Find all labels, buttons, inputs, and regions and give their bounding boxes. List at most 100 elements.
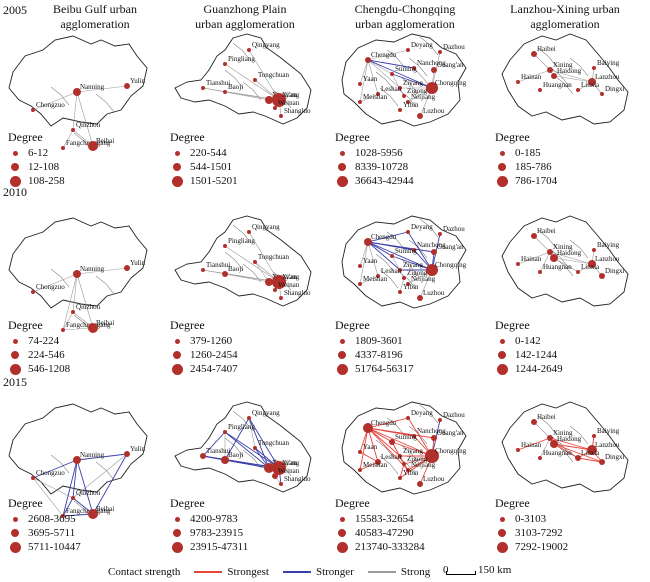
city-label: Suining <box>395 65 417 73</box>
contact-line-strong <box>248 417 256 449</box>
city-label: Shangluo <box>284 107 311 115</box>
city-label: Deyang <box>411 223 433 231</box>
city-node <box>406 100 410 104</box>
city-node <box>417 481 423 487</box>
city-node <box>390 72 394 76</box>
city-node <box>538 270 542 274</box>
region-outline <box>341 33 467 127</box>
degree-legend-row: 6-12 <box>8 146 65 160</box>
admin-boundary <box>232 224 252 244</box>
city-label: Luzhou <box>423 107 445 115</box>
contact-line-strong <box>224 63 280 101</box>
degree-legend-row: 142-1244 <box>495 348 563 362</box>
city-label: Huangnan <box>543 81 572 89</box>
degree-range-label: 23915-47311 <box>190 540 249 553</box>
city-node <box>376 92 380 96</box>
contact-line-strong <box>367 59 393 75</box>
city-label: Nanchong <box>417 241 446 249</box>
contact-line-strong <box>32 477 64 517</box>
contact-line-strong <box>72 273 78 313</box>
contact-line-stronger <box>32 459 78 479</box>
city-label: Meishan <box>363 93 388 101</box>
city-label: Ziyang <box>403 79 423 87</box>
city-node <box>264 463 274 473</box>
city-label: Linxia <box>581 263 600 271</box>
city-node <box>272 275 286 289</box>
contact-line-strong <box>32 273 78 293</box>
contact-line-strong <box>254 261 270 283</box>
city-node <box>398 476 402 480</box>
degree-size-marker <box>171 541 183 553</box>
city-node <box>538 456 542 460</box>
city-node <box>398 108 402 112</box>
region-outline <box>341 401 467 495</box>
city-node <box>412 248 416 252</box>
city-node <box>223 62 227 66</box>
city-label: Neijiang <box>411 275 436 283</box>
city-label: Chongzuo <box>36 283 65 291</box>
city-node <box>200 453 206 459</box>
degree-legend-title: Degree <box>8 130 43 144</box>
degree-size-marker <box>174 516 180 522</box>
contact-line-stronger <box>224 417 250 461</box>
city-node <box>88 141 98 151</box>
city-label: Xining <box>553 243 573 251</box>
map-guanzhong-plain-2015: Qingyang Pingliang Tongchuan Tianshui Baoji X… <box>165 398 315 498</box>
degree-range-label: 6-12 <box>28 146 49 159</box>
admin-boundary <box>537 415 557 435</box>
degree-legend-row: 185-786 <box>495 160 557 174</box>
city-label: Deyang <box>411 409 433 417</box>
degree-legend-beibu-gulf-2015: Degree 2608-3695 3695-5711 5711-10447 <box>8 496 81 554</box>
degree-size-marker <box>498 529 506 537</box>
degree-legend-lanzhou-xining-2005: Degree 0-185 185-786 786-1704 <box>495 130 557 188</box>
degree-size-marker <box>173 351 181 359</box>
city-label: Suining <box>395 247 417 255</box>
degree-size-marker <box>174 338 180 344</box>
degree-legend-row: 1028-5956 <box>335 146 414 160</box>
degree-size-marker <box>9 541 21 553</box>
degree-legend-lanzhou-xining-2015: Degree 0-3103 3103-7292 7292-19002 <box>495 496 568 554</box>
city-node <box>576 270 580 274</box>
degree-range-label: 224-546 <box>28 348 65 361</box>
city-node <box>390 254 394 258</box>
admin-boundary <box>232 410 252 430</box>
degree-size-marker <box>338 163 346 171</box>
admin-boundary <box>400 258 420 278</box>
city-label: Haidong <box>557 67 582 75</box>
city-node <box>71 128 75 132</box>
city-label: Fangchenggang <box>66 139 111 147</box>
degree-range-label: 74-224 <box>28 334 60 347</box>
city-label: Guang'an <box>437 61 464 69</box>
admin-boundary <box>408 239 428 259</box>
year-label-2015: 2015 <box>3 375 27 389</box>
city-node <box>247 416 251 420</box>
city-node <box>221 456 229 464</box>
degree-legend-row: 7292-19002 <box>495 540 568 554</box>
contact-line-strong <box>76 267 128 275</box>
city-label: Qingyang <box>252 223 280 231</box>
contact-line-strong <box>62 129 74 149</box>
city-label: Dazhou <box>443 43 465 51</box>
city-label: Lanzhou <box>595 255 620 263</box>
city-node <box>124 451 130 457</box>
admin-boundary <box>379 87 399 107</box>
admin-boundary <box>224 251 244 271</box>
column-header-lanzhou-xining: Lanzhou-Xining urban agglomeration <box>510 2 620 31</box>
degree-legend-lanzhou-xining-2010: Degree 0-142 142-1244 1244-2649 <box>495 318 563 376</box>
city-node <box>375 459 381 465</box>
degree-size-marker <box>336 541 348 553</box>
degree-range-label: 1809-3601 <box>355 334 403 347</box>
city-label: Luzhou <box>423 475 445 483</box>
degree-range-label: 36643-42944 <box>355 174 414 187</box>
degree-legend-row: 74-224 <box>8 334 70 348</box>
admin-boundary <box>379 269 399 289</box>
map-beibu-gulf-2015: Nanning Chongzuo Yulin Qinzhou Fangchenggang… <box>3 398 153 520</box>
admin-boundary <box>50 268 70 288</box>
contact-line-stronger <box>367 241 433 271</box>
degree-range-label: 5711-10447 <box>28 540 81 553</box>
city-label: Beihai <box>96 505 114 513</box>
contact-line-stronger <box>407 231 433 271</box>
map-lanzhou-xining-2010: Haibei Xining Haidong Baiying Lanzhou Hainan H… <box>490 212 640 312</box>
degree-legend-row: 15583-32654 <box>335 512 425 526</box>
